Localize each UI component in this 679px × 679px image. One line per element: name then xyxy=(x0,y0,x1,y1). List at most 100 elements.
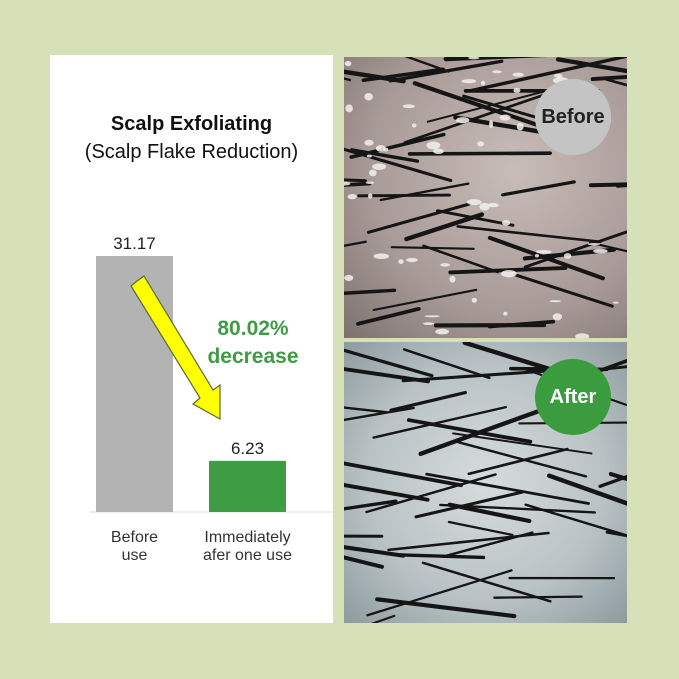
hair-strand xyxy=(598,474,627,488)
scalp-flake xyxy=(471,297,477,303)
hair-strand xyxy=(436,209,515,227)
hair-strand xyxy=(487,235,605,281)
hair-strand xyxy=(414,490,524,519)
scalp-flake xyxy=(563,253,572,259)
scalp-flake xyxy=(365,181,375,184)
hair-strand xyxy=(349,132,446,159)
scalp-flake xyxy=(440,263,450,267)
scalp-flake xyxy=(373,253,390,260)
scalp-flake xyxy=(449,275,456,283)
hair-strand xyxy=(344,555,384,569)
after-photo: After xyxy=(344,342,627,623)
chart-subtitle: (Scalp Flake Reduction) xyxy=(84,141,299,163)
scalp-flake xyxy=(411,123,417,128)
hair-strand xyxy=(344,181,372,187)
hair-strand xyxy=(344,348,434,378)
hair-strand xyxy=(425,472,590,505)
hair-strand xyxy=(344,367,430,384)
scalp-flake xyxy=(468,57,480,60)
category-label-1: afer one use xyxy=(203,547,292,564)
scalp-flake xyxy=(481,80,486,86)
after-badge: After xyxy=(535,359,611,435)
hair-strand xyxy=(456,225,602,244)
scalp-flake xyxy=(398,259,404,264)
hair-strand xyxy=(366,569,513,617)
hair-strand xyxy=(457,441,588,478)
scalp-flake xyxy=(366,154,372,158)
hair-strand xyxy=(403,91,552,144)
scalp-flake xyxy=(593,248,608,254)
scalp-flake xyxy=(512,72,524,77)
hair-strand xyxy=(406,418,533,444)
category-label-1: Immediately xyxy=(204,529,290,546)
scalp-flake xyxy=(552,313,563,321)
hair-strand xyxy=(356,306,421,326)
scalp-flake xyxy=(575,333,590,338)
hair-strand xyxy=(344,545,406,558)
hair-strand xyxy=(375,597,517,619)
hair-strand xyxy=(546,473,627,506)
scalp-flake xyxy=(479,202,490,211)
hair-strand xyxy=(372,405,507,439)
scalp-flake xyxy=(406,257,418,263)
scalp-flake xyxy=(435,328,450,335)
value-label-0: 31.17 xyxy=(113,234,156,253)
hair-strand xyxy=(467,447,569,476)
category-label-0: Before xyxy=(111,529,158,546)
category-label-0: use xyxy=(122,547,148,564)
before-badge: Before xyxy=(535,79,611,155)
hair-strand xyxy=(468,57,627,93)
hair-strand xyxy=(443,57,548,62)
scalp-flake xyxy=(424,315,440,318)
hair-strand xyxy=(605,530,627,538)
scalp-flake xyxy=(549,300,562,303)
scalp-flake xyxy=(501,269,517,278)
hair-strand xyxy=(344,483,430,502)
scalp-flake xyxy=(513,88,521,93)
hair-strand xyxy=(404,212,485,242)
scalp-flake xyxy=(368,169,377,177)
hair-strand xyxy=(344,461,463,488)
chart-panel: Scalp Exfoliating (Scalp Flake Reduction… xyxy=(50,55,333,623)
hair-strand xyxy=(395,553,486,560)
hair-strand xyxy=(344,77,352,82)
hair-strand xyxy=(344,178,367,183)
hair-strand xyxy=(344,406,415,422)
scalp-flake xyxy=(364,92,373,101)
hair-strand xyxy=(590,74,627,82)
hair-strand xyxy=(402,348,491,380)
scalp-flake xyxy=(344,60,352,67)
before-photo: Before xyxy=(344,57,627,338)
hair-strand xyxy=(387,531,550,552)
hair-strand xyxy=(523,230,627,269)
scalp-flake xyxy=(368,193,373,199)
scalp-flake xyxy=(456,117,470,124)
scalp-flake xyxy=(492,70,502,74)
hair-strand xyxy=(422,244,500,274)
hair-strand xyxy=(344,240,367,248)
scalp-flake xyxy=(364,139,374,146)
scalp-flake xyxy=(347,193,357,200)
value-label-1: 6.23 xyxy=(231,439,264,458)
scalp-flake xyxy=(466,199,482,206)
scalp-flake xyxy=(426,141,441,150)
hair-strand xyxy=(344,288,397,295)
hair-strand xyxy=(344,406,388,414)
hair-strand xyxy=(350,148,420,163)
hair-strand xyxy=(447,520,514,537)
hair-strand xyxy=(379,182,470,202)
scalp-flake xyxy=(375,145,386,152)
hair-strand xyxy=(344,69,406,84)
hair-strand xyxy=(365,473,497,514)
hair-strand xyxy=(462,342,554,372)
bar-0 xyxy=(96,256,173,512)
hair-strand xyxy=(501,180,576,197)
hair-strand xyxy=(389,390,467,412)
hair-strand xyxy=(372,288,478,312)
hair-strand xyxy=(589,365,627,372)
scalp-flake xyxy=(534,253,539,258)
scalp-flake xyxy=(372,163,387,170)
scalp-flake xyxy=(477,141,485,147)
scalp-flake xyxy=(402,104,415,109)
